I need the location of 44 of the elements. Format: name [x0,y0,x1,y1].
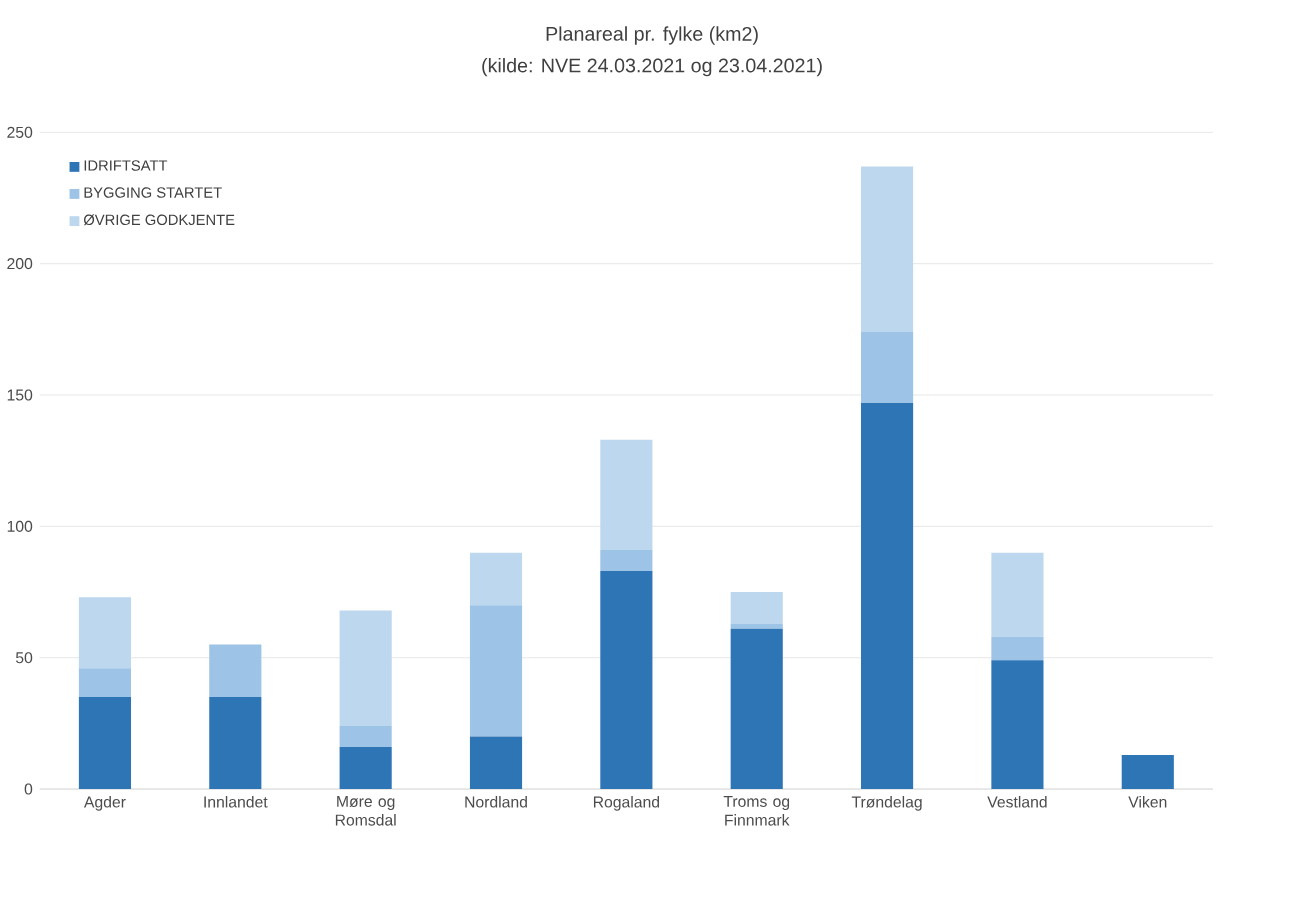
bar [78,668,132,698]
bar [730,628,783,790]
chart-subtitle: (kilde: NVE 24.03.2021 og 23.04.2021) [482,58,822,77]
bar [469,736,523,790]
bar [730,592,783,624]
y-tick-label: 250 [7,126,33,139]
bar [991,636,1044,661]
legend-label: IDRIFTSATT [84,160,168,171]
y-tick-label: 200 [7,258,33,270]
bar [209,697,262,790]
bar [469,605,523,737]
bar [469,552,523,606]
bar [339,610,392,727]
y-tick-label: 50 [15,652,33,664]
bar [991,660,1044,790]
bar [861,166,914,333]
bar [600,550,653,572]
x-tick-label: Rogaland [593,796,660,811]
bar [1121,755,1174,790]
bar [600,571,653,790]
bar [861,332,914,404]
x-tick-label: Innlandet [204,796,268,808]
bar [209,644,262,698]
y-tick-label: 0 [24,783,33,795]
x-tick-label: Møre og Romsdal [335,796,396,826]
x-tick-label: Troms og Finnmark [723,796,790,826]
x-tick-label: Agder [83,796,126,811]
bar [600,439,653,551]
bar [339,747,392,790]
bar [78,697,132,790]
bar [78,597,132,669]
x-tick-label: Viken [1128,796,1167,808]
bar [339,726,392,748]
x-tick-label: Nordland [465,796,527,808]
legend-label: ØVRIGE GODKJENTE [83,214,235,226]
legend-label: BYGGING STARTET [84,187,222,198]
bar [861,403,914,790]
y-tick-label: 100 [7,520,33,533]
x-tick-label: Trøndelag [851,796,922,811]
bar [991,552,1044,637]
y-tick-label: 150 [7,389,33,401]
bar [730,623,783,629]
chart-title: Planareal pr. fylke (km2) [546,26,758,45]
x-tick-label: Vestland [987,796,1047,808]
